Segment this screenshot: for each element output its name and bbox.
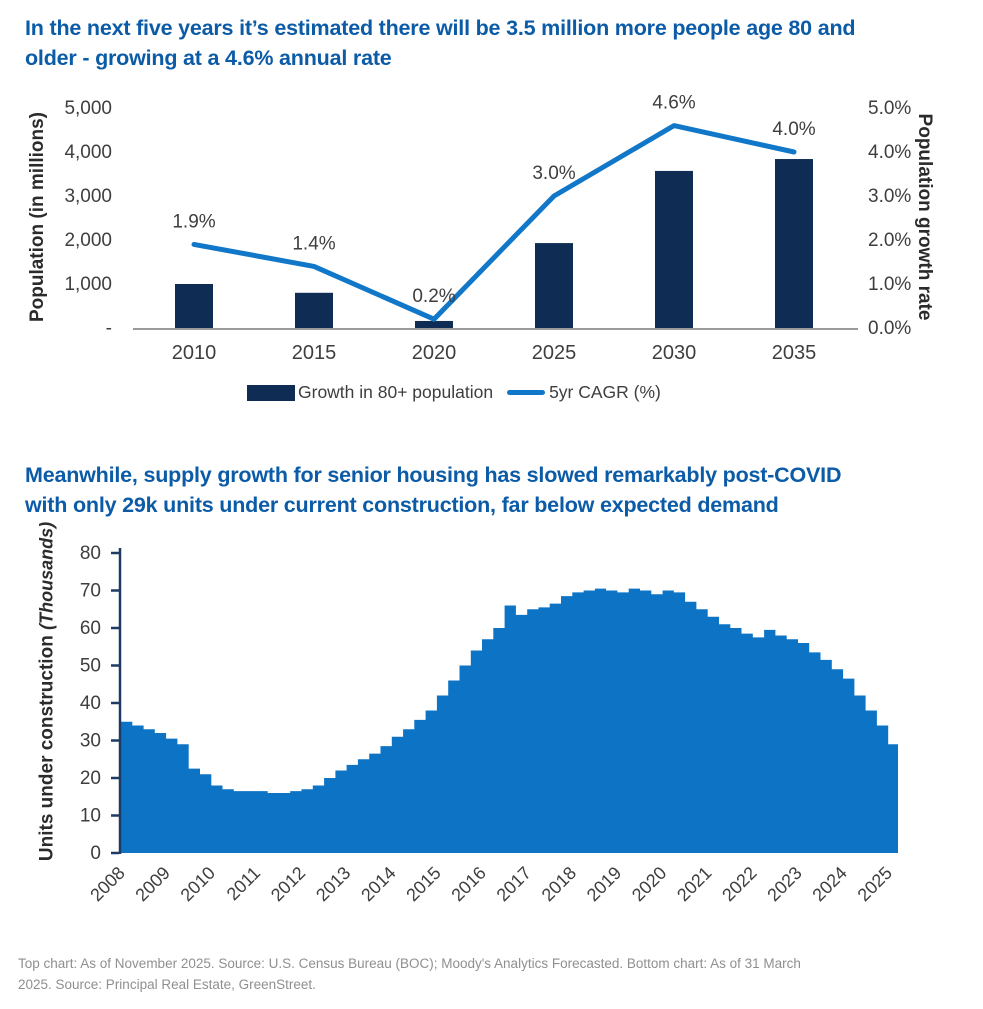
svg-text:4,000: 4,000 (64, 142, 112, 163)
svg-text:0: 0 (90, 843, 101, 864)
svg-text:2025: 2025 (532, 342, 577, 364)
svg-text:2020: 2020 (628, 863, 670, 905)
top-chart-title-line1: In the next five years it’s estimated th… (25, 16, 856, 40)
svg-text:2020: 2020 (412, 342, 457, 364)
svg-text:70: 70 (80, 581, 101, 602)
svg-text:2013: 2013 (312, 863, 354, 905)
source-footnote: Top chart: As of November 2025. Source: … (18, 953, 968, 995)
svg-text:4.0%: 4.0% (868, 142, 911, 163)
svg-text:2016: 2016 (447, 863, 489, 905)
source-footnote-line1: Top chart: As of November 2025. Source: … (18, 956, 801, 971)
top-chart-left-axis-title: Population (in millions) (27, 111, 48, 323)
top-chart-right-axis-title: Population growth rate (914, 113, 935, 321)
svg-text:2024: 2024 (808, 863, 850, 905)
svg-text:2015: 2015 (402, 863, 444, 905)
svg-text:2010: 2010 (172, 342, 217, 364)
svg-text:2.0%: 2.0% (868, 230, 911, 251)
svg-text:2,000: 2,000 (64, 230, 112, 251)
svg-text:5.0%: 5.0% (868, 98, 911, 119)
svg-text:2017: 2017 (493, 863, 535, 905)
svg-text:1.9%: 1.9% (172, 211, 215, 232)
bottom-chart-title-line2: with only 29k units under current constr… (25, 493, 779, 517)
svg-text:-: - (106, 318, 112, 339)
svg-text:2008: 2008 (86, 863, 128, 905)
bottom-chart-y-axis-title: Units under construction (Thousands) (36, 432, 59, 952)
svg-text:2010: 2010 (177, 863, 219, 905)
svg-text:4.6%: 4.6% (652, 93, 695, 114)
svg-text:10: 10 (80, 806, 101, 827)
svg-text:1.0%: 1.0% (868, 274, 911, 295)
svg-text:3.0%: 3.0% (868, 186, 911, 207)
svg-text:1,000: 1,000 (64, 274, 112, 295)
svg-text:2019: 2019 (583, 863, 625, 905)
svg-text:2021: 2021 (673, 863, 715, 905)
svg-text:1.4%: 1.4% (292, 233, 335, 254)
top-chart-title-line2: older - growing at a 4.6% annual rate (25, 46, 392, 70)
svg-text:50: 50 (80, 656, 101, 677)
bottom-chart-y-axis-title-main: Units under construction (36, 635, 58, 862)
svg-text:2011: 2011 (223, 863, 265, 905)
line-series-label: 5yr CAGR (%) (549, 382, 661, 402)
source-footnote-line2: 2025. Source: Principal Real Estate, Gre… (18, 977, 316, 992)
svg-text:2035: 2035 (772, 342, 817, 364)
svg-text:80: 80 (80, 543, 101, 564)
svg-text:2030: 2030 (652, 342, 697, 364)
svg-text:4.0%: 4.0% (772, 119, 815, 140)
svg-text:2009: 2009 (131, 863, 173, 905)
svg-text:0.0%: 0.0% (868, 318, 911, 339)
svg-text:0.2%: 0.2% (412, 286, 455, 307)
svg-text:30: 30 (80, 731, 101, 752)
svg-text:2022: 2022 (718, 863, 760, 905)
svg-text:20: 20 (80, 768, 101, 789)
bottom-chart-title-line1: Meanwhile, supply growth for senior hous… (25, 463, 842, 487)
svg-text:5,000: 5,000 (64, 98, 112, 119)
line-series-swatch (507, 390, 546, 395)
svg-text:3,000: 3,000 (64, 186, 112, 207)
legend-item-line-series: 5yr CAGR (%) (507, 382, 661, 403)
top-chart-legend: Growth in 80+ population 5yr CAGR (%) (247, 382, 661, 403)
svg-text:2012: 2012 (267, 863, 309, 905)
bar-series-swatch (247, 384, 295, 401)
svg-text:3.0%: 3.0% (532, 163, 575, 184)
svg-text:60: 60 (80, 618, 101, 639)
legend-item-bar-series: Growth in 80+ population (247, 382, 493, 403)
svg-text:2015: 2015 (292, 342, 337, 364)
svg-text:2014: 2014 (357, 863, 399, 905)
top-chart-title: In the next five years it’s estimated th… (25, 13, 856, 73)
bar-series-label: Growth in 80+ population (298, 382, 494, 402)
svg-text:2025: 2025 (854, 863, 896, 905)
svg-text:40: 40 (80, 693, 101, 714)
bottom-chart-title: Meanwhile, supply growth for senior hous… (25, 460, 841, 520)
svg-text:2023: 2023 (763, 863, 805, 905)
svg-text:2018: 2018 (538, 863, 580, 905)
bottom-chart-y-axis-title-sub: (Thousands) (36, 521, 57, 630)
